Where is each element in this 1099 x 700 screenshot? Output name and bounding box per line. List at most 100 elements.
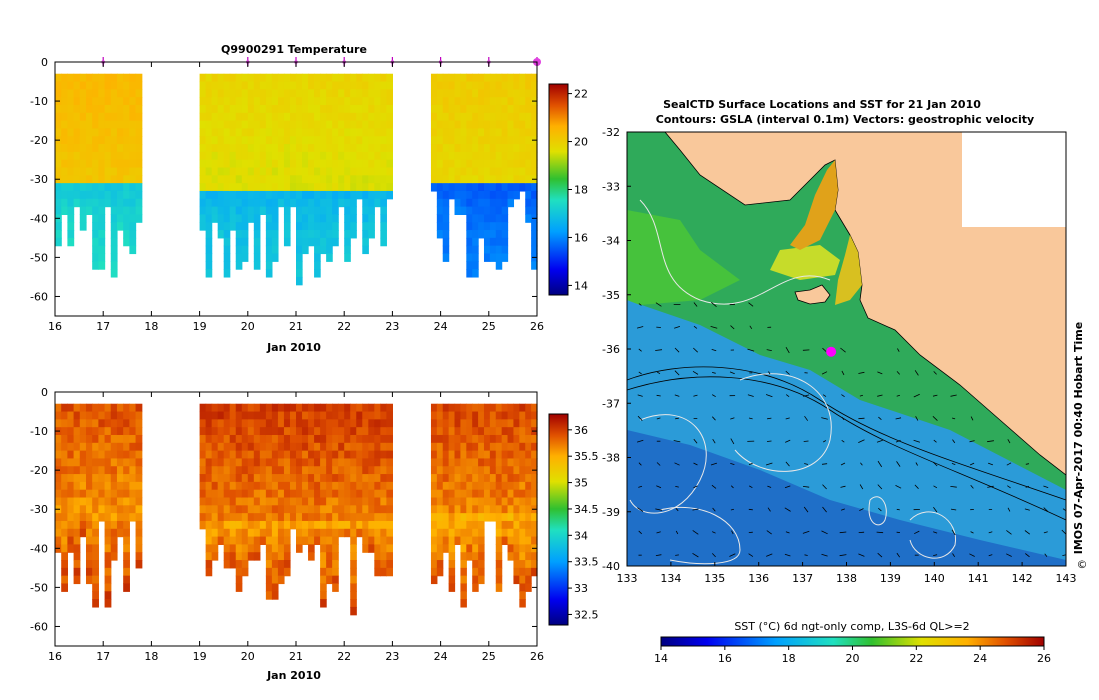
vector-arrow — [731, 530, 734, 535]
bot-cell — [217, 458, 225, 467]
bot-cell — [277, 403, 285, 413]
top-cell — [235, 144, 243, 153]
top-cell — [129, 230, 137, 239]
top-cell — [314, 97, 321, 106]
top-cell — [135, 97, 143, 106]
bot-cell — [380, 481, 387, 491]
bot-cell — [241, 481, 249, 491]
top-cell — [104, 151, 112, 161]
top-cell — [79, 73, 87, 83]
bot-cell — [104, 466, 112, 475]
top-cell — [265, 167, 273, 176]
top-cell — [501, 206, 509, 215]
bot-cell — [368, 520, 375, 530]
bot-cell — [296, 411, 303, 420]
bot-cell — [513, 520, 520, 530]
bot-cell — [116, 442, 124, 452]
top-cell — [123, 89, 130, 98]
top-cell — [110, 269, 118, 278]
top-cell — [98, 104, 106, 114]
bot-cell — [104, 536, 112, 545]
top-cell — [489, 159, 497, 169]
top-cell — [489, 245, 497, 255]
top-cell — [223, 269, 231, 278]
bot-cell — [116, 481, 124, 491]
top-cell — [436, 97, 444, 106]
bot-cell — [466, 505, 473, 514]
bot-cell — [362, 474, 369, 483]
top-cell — [326, 206, 333, 215]
vector-arrow — [1007, 485, 1011, 489]
bot-cell — [211, 474, 219, 483]
bot-cell — [495, 583, 503, 592]
top-cell — [205, 151, 213, 161]
top-cell — [223, 120, 231, 130]
top-cell — [241, 136, 249, 145]
bot-cell — [259, 536, 267, 545]
bot-cell — [61, 505, 68, 514]
bot-cell — [448, 567, 456, 577]
top-cell — [259, 151, 267, 161]
bot-cell — [380, 466, 387, 475]
bot-cell — [350, 442, 357, 452]
bot-cell — [61, 458, 68, 467]
vector-arrow — [1025, 553, 1030, 558]
bot-cell — [296, 536, 303, 545]
top-cell — [332, 144, 339, 153]
top-cell — [320, 198, 327, 208]
bot-cell — [296, 497, 303, 506]
top-cell — [472, 253, 479, 262]
top-cell — [356, 159, 363, 169]
bot-cell — [135, 505, 143, 514]
bot-cell — [495, 497, 503, 506]
top-cell — [344, 175, 351, 184]
bot-cell — [338, 427, 345, 436]
top-cell — [55, 73, 62, 83]
top-cell — [442, 89, 450, 98]
bot-cell — [519, 544, 526, 553]
bot-cell — [55, 513, 62, 522]
bot-cell — [73, 520, 81, 530]
top-cell — [430, 175, 438, 184]
top-cell — [501, 144, 509, 153]
bot-cell — [247, 442, 255, 452]
top-cell — [235, 206, 243, 215]
vector-arrow — [1024, 508, 1030, 511]
top-cell — [308, 89, 315, 98]
top-cell — [110, 81, 118, 90]
sst-map-chart: SealCTD Surface Locations and SST for 21… — [602, 98, 1087, 665]
bot-cell — [374, 474, 381, 483]
top-cell — [386, 112, 393, 122]
top-cell — [302, 237, 309, 247]
bot-cell — [123, 513, 130, 522]
bot-cell — [283, 528, 291, 538]
top-cell — [454, 120, 462, 130]
bot-cell — [472, 419, 479, 428]
vector-arrow — [768, 371, 771, 375]
bot-cell — [478, 505, 485, 514]
top-cell — [466, 237, 473, 247]
bot-cell — [205, 442, 213, 452]
top-cell — [501, 112, 509, 122]
bot-cell — [344, 489, 351, 499]
bot-cell — [205, 450, 213, 460]
bot-cell — [489, 505, 497, 514]
bot-cell — [442, 513, 450, 522]
bot-cell — [223, 411, 231, 420]
bot-cell — [507, 552, 515, 561]
top-cell — [460, 73, 467, 83]
top-cell — [489, 136, 497, 145]
vector-arrow — [896, 371, 900, 375]
top-cell — [223, 198, 231, 208]
bot-cell — [368, 481, 375, 491]
bot-cell — [436, 528, 444, 538]
bot-cell — [442, 489, 450, 499]
bot-cell — [519, 458, 526, 467]
bot-cell — [448, 575, 456, 585]
sst-colorbar-tick-label: 14 — [654, 652, 668, 665]
bot-cell — [211, 450, 219, 460]
bot-cell — [326, 427, 333, 436]
bot-cell — [368, 403, 375, 413]
top-cell — [253, 159, 261, 169]
top-cell — [460, 151, 467, 161]
